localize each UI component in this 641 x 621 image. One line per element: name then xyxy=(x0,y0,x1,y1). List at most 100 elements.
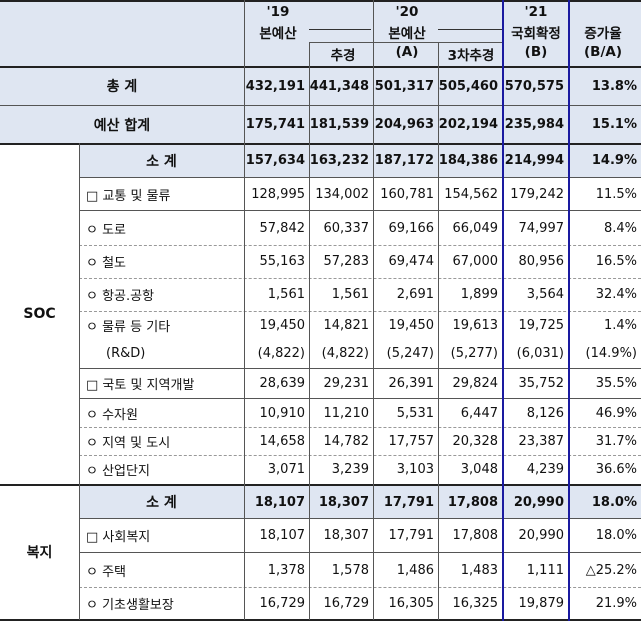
table-cell: 6,447 xyxy=(460,405,498,421)
table-cell: 8,126 xyxy=(526,405,564,421)
table-cell: (6,031) xyxy=(516,346,564,361)
table-cell: 55,163 xyxy=(259,254,306,269)
table-cell: 18,107 xyxy=(259,528,306,543)
table-cell: 3,048 xyxy=(460,462,498,477)
table-cell: (4,822) xyxy=(257,346,305,361)
table-cell: 19,879 xyxy=(518,595,565,611)
row-divider-total xyxy=(0,105,641,106)
row-shading xyxy=(0,67,641,105)
table-cell: 179,242 xyxy=(510,186,564,202)
table-cell: (4,822) xyxy=(321,346,369,361)
table-cell: 3,103 xyxy=(396,462,434,477)
table-cell: 74,997 xyxy=(518,220,565,236)
row-territory-label: □ 국토 및 지역개발 xyxy=(86,378,195,393)
row-transport-label: □ 교통 및 물류 xyxy=(86,188,171,204)
table-cell: 14,782 xyxy=(323,433,370,449)
table-cell: 17,757 xyxy=(388,433,435,449)
table-cell: (5,277) xyxy=(450,346,498,361)
header-y19-year: '19 xyxy=(266,4,290,20)
table-cell: 163,232 xyxy=(309,153,369,168)
table-cell: 23,387 xyxy=(518,433,565,449)
rate-cell: 1.4% xyxy=(603,317,637,333)
table-cell: 184,386 xyxy=(438,153,498,168)
row-divider-social xyxy=(79,552,641,553)
table-cell: 3,564 xyxy=(526,287,564,302)
header-bottom-border xyxy=(0,66,641,68)
table-cell: 3,239 xyxy=(331,462,369,477)
row-divider-soc-end xyxy=(0,484,641,486)
row-divider-soc-subtotal xyxy=(79,177,641,178)
rate-cell: 16.5% xyxy=(595,254,637,269)
row-budget-sum-label: 예산 합계 xyxy=(93,117,151,134)
table-cell: 18,307 xyxy=(323,528,370,543)
row-separator xyxy=(79,455,641,456)
col-divider-y19-supp xyxy=(309,42,310,620)
rate-cell: 32.4% xyxy=(595,287,637,302)
table-cell: 69,474 xyxy=(388,254,435,269)
rate-cell: 11.5% xyxy=(595,186,637,202)
rate-cell: 18.0% xyxy=(591,494,637,510)
header-y21-code: (B) xyxy=(524,44,548,60)
group-label-welfare: 복지 xyxy=(26,545,53,561)
table-cell: 3,071 xyxy=(267,462,305,477)
row-shading xyxy=(0,106,641,143)
table-cell: 18,307 xyxy=(318,494,369,510)
rate-cell: 14.9% xyxy=(591,153,637,168)
table-cell: 5,531 xyxy=(396,405,434,421)
rate-cell: △25.2% xyxy=(585,562,637,578)
col-divider-group xyxy=(79,143,80,620)
table-cell: 20,990 xyxy=(513,494,564,510)
table-cell: 14,658 xyxy=(259,433,306,449)
table-cell: 80,956 xyxy=(518,254,565,269)
row-divider-transport-end xyxy=(79,368,641,369)
row-housing-label: ㅇ 주택 xyxy=(86,564,127,580)
header-y20-year: '20 xyxy=(395,4,419,20)
table-cell: 69,166 xyxy=(388,220,435,236)
rate-cell: 36.6% xyxy=(595,462,637,477)
table-cell: 57,283 xyxy=(323,254,370,269)
header-divider xyxy=(309,42,503,43)
table-cell: 10,910 xyxy=(259,405,306,421)
table-cell: 1,899 xyxy=(460,287,498,302)
table-cell: 204,963 xyxy=(374,117,434,132)
table-cell: 154,562 xyxy=(444,186,498,202)
row-separator xyxy=(79,427,641,428)
header-background xyxy=(0,0,641,67)
col-divider-y20-supp xyxy=(438,42,439,620)
table-cell: 441,348 xyxy=(309,78,369,94)
table-cell: 60,337 xyxy=(323,220,370,236)
header-y20-code: (A) xyxy=(395,44,419,60)
table-cell: (5,247) xyxy=(386,346,434,361)
table-cell: 19,613 xyxy=(452,317,499,333)
row-shading xyxy=(79,144,641,177)
row-welfare-subtotal-label: 소 계 xyxy=(146,495,177,511)
col-divider-y20 xyxy=(373,0,374,620)
group-label-soc: SOC xyxy=(23,306,56,322)
row-total-label: 총 계 xyxy=(106,79,138,95)
rate-cell: 35.5% xyxy=(595,376,637,391)
row-industrial-label: ㅇ 산업단지 xyxy=(86,464,150,479)
table-cell: 235,984 xyxy=(504,117,564,132)
rate-cell: 46.9% xyxy=(595,405,637,421)
table-cell: 1,378 xyxy=(267,562,305,578)
table-cell: 214,994 xyxy=(504,153,564,168)
table-cell: 134,002 xyxy=(315,186,369,202)
table-cell: 18,107 xyxy=(254,494,305,510)
highlight-left-border xyxy=(502,0,504,621)
row-separator xyxy=(79,278,641,279)
table-cell: 157,634 xyxy=(245,153,305,168)
header-y21-label: 국회확정 xyxy=(511,26,561,42)
header-growth-code: (B/A) xyxy=(583,44,622,60)
table-cell: 20,328 xyxy=(452,433,499,449)
table-cell: 17,791 xyxy=(383,494,434,510)
table-cell: 4,239 xyxy=(526,462,564,477)
table-cell: 128,995 xyxy=(251,186,305,202)
table-cell: 67,000 xyxy=(452,254,499,269)
table-cell: 175,741 xyxy=(245,117,305,132)
row-divider-transport xyxy=(79,210,641,211)
table-cell: 16,325 xyxy=(452,595,499,611)
table-cell: 1,561 xyxy=(267,287,305,302)
table-cell: 17,808 xyxy=(452,528,499,543)
row-shading xyxy=(79,486,641,518)
